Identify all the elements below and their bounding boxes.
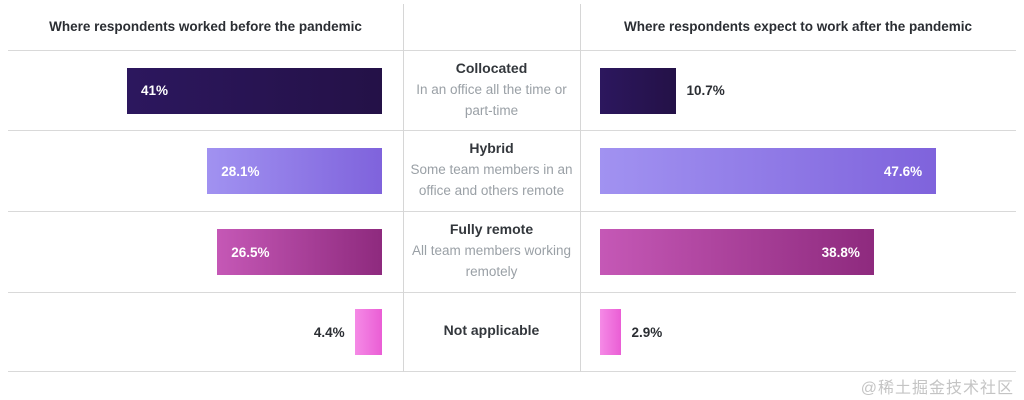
- category-cell: Not applicable: [403, 293, 580, 371]
- category-description: Some team members in an office and other…: [410, 162, 573, 198]
- before-bar-cell: 28.1%: [8, 131, 403, 211]
- category-description: All team members working remotely: [411, 243, 572, 279]
- center-header-spacer: [403, 0, 580, 50]
- after-bar-cell: 2.9%: [580, 293, 1016, 371]
- before-bar-cell: 4.4%: [8, 293, 403, 371]
- bar-value-label: 28.1%: [221, 163, 260, 179]
- watermark: @稀土掘金技术社区: [860, 380, 1014, 397]
- after-bar-not-applicable: [600, 309, 621, 355]
- before-bar-fully-remote: 26.5%: [217, 229, 382, 275]
- diverging-bar-chart: Where respondents worked before the pand…: [8, 0, 1016, 372]
- bar-value-label: 4.4%: [313, 324, 345, 340]
- right-column-divider: [580, 4, 581, 372]
- before-bar-not-applicable: [354, 309, 382, 355]
- category-cell: Hybrid Some team members in an office an…: [403, 131, 580, 211]
- chart-row-hybrid: 28.1% Hybrid Some team members in an off…: [8, 131, 1016, 212]
- before-pandemic-header: Where respondents worked before the pand…: [49, 18, 362, 34]
- after-bar-cell: 10.7%: [580, 51, 1016, 130]
- chart-row-not-applicable: 4.4% Not applicable 2.9%: [8, 293, 1016, 372]
- bar-value-label: 2.9%: [631, 324, 663, 340]
- category-cell: Collocated In an office all the time or …: [403, 51, 580, 130]
- before-bar-hybrid: 28.1%: [207, 148, 382, 194]
- category-title: Fully remote: [449, 221, 534, 238]
- bar-value-label: 26.5%: [231, 244, 270, 260]
- before-bar-cell: 41%: [8, 51, 403, 130]
- after-bar-collocated: [600, 67, 676, 114]
- category-description: In an office all the time or part-time: [416, 81, 567, 118]
- category-title: Collocated: [455, 59, 528, 76]
- category-cell: Fully remote All team members working re…: [403, 212, 580, 292]
- bar-value-label: 38.8%: [821, 244, 860, 260]
- after-bar-cell: 38.8%: [580, 212, 1016, 292]
- after-bar-cell: 47.6%: [580, 131, 1016, 211]
- after-bar-hybrid: 47.6%: [600, 148, 937, 194]
- before-bar-collocated: 41%: [127, 67, 382, 114]
- category-title: Not applicable: [443, 322, 540, 338]
- left-column-divider: [403, 4, 404, 372]
- bar-value-label: 47.6%: [883, 163, 923, 179]
- before-bar-cell: 26.5%: [8, 212, 403, 292]
- after-bar-fully-remote: 38.8%: [600, 229, 874, 275]
- chart-row-fully-remote: 26.5% Fully remote All team members work…: [8, 212, 1016, 293]
- bar-value-label: 41%: [141, 83, 169, 98]
- bar-value-label: 10.7%: [686, 83, 725, 98]
- header-row: Where respondents worked before the pand…: [8, 0, 1016, 51]
- after-pandemic-header: Where respondents expect to work after t…: [623, 18, 973, 34]
- chart-row-collocated: 41% Collocated In an office all the time…: [8, 51, 1016, 131]
- category-title: Hybrid: [469, 140, 514, 157]
